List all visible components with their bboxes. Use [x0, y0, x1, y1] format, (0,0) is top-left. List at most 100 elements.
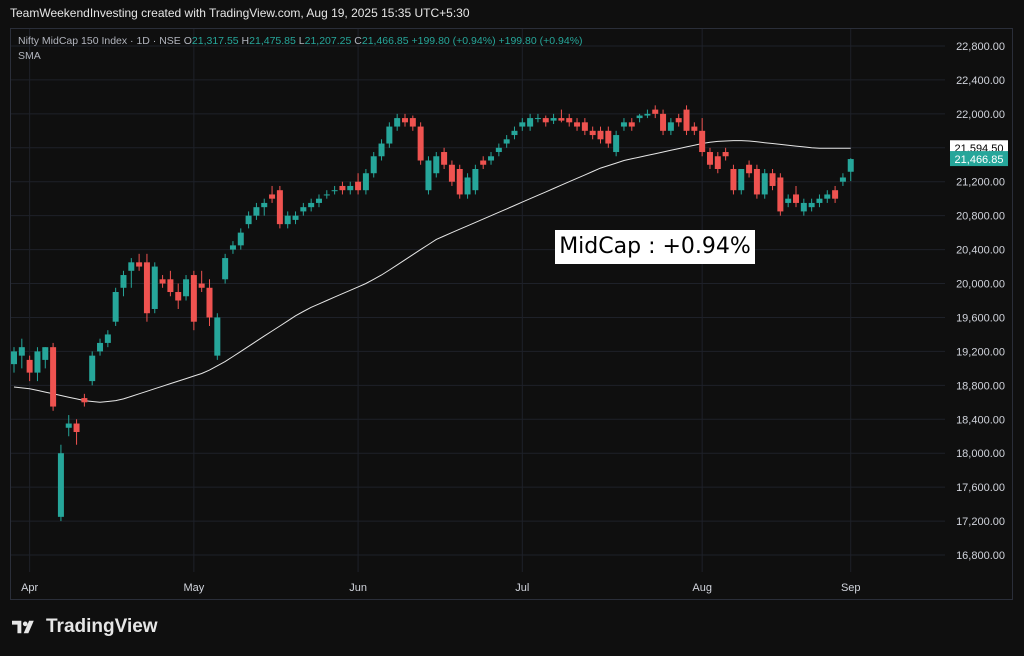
candle-body[interactable]: [722, 152, 729, 157]
candle-body[interactable]: [839, 177, 846, 182]
candle-body[interactable]: [495, 147, 502, 153]
tradingview-brand[interactable]: TradingView: [12, 616, 158, 638]
candle-body[interactable]: [613, 135, 620, 153]
candle-body[interactable]: [738, 168, 745, 191]
candle-body[interactable]: [198, 283, 205, 288]
candle-body[interactable]: [136, 262, 143, 267]
candle-body[interactable]: [519, 122, 526, 127]
candle-body[interactable]: [175, 292, 182, 301]
candle-body[interactable]: [128, 262, 135, 271]
candle-body[interactable]: [652, 109, 659, 114]
candle-body[interactable]: [339, 185, 346, 191]
candle-body[interactable]: [50, 347, 57, 407]
candle-body[interactable]: [793, 194, 799, 203]
candle-body[interactable]: [574, 122, 581, 127]
candle-body[interactable]: [355, 181, 362, 191]
candle-body[interactable]: [206, 287, 213, 318]
candle-body[interactable]: [832, 190, 839, 199]
candle-body[interactable]: [222, 258, 229, 280]
candle-body[interactable]: [824, 194, 831, 199]
candle-body[interactable]: [816, 198, 823, 203]
candle-body[interactable]: [636, 115, 643, 119]
candle-body[interactable]: [753, 168, 760, 195]
candle-body[interactable]: [276, 190, 283, 225]
candle-body[interactable]: [769, 173, 776, 186]
candle-body[interactable]: [425, 160, 432, 191]
candle-body[interactable]: [589, 130, 596, 136]
legend-indicator-sma[interactable]: SMA: [18, 50, 41, 62]
candle-body[interactable]: [190, 275, 197, 322]
candle-body[interactable]: [97, 342, 104, 352]
candle-body[interactable]: [409, 118, 416, 127]
candle-body[interactable]: [104, 334, 111, 343]
candle-body[interactable]: [261, 202, 268, 208]
candle-body[interactable]: [183, 279, 190, 297]
candle-body[interactable]: [660, 113, 667, 131]
candle-body[interactable]: [691, 126, 698, 131]
candle-body[interactable]: [785, 198, 792, 203]
candle-body[interactable]: [151, 266, 158, 309]
candle-body[interactable]: [331, 190, 338, 192]
candle-body[interactable]: [34, 351, 41, 373]
candle-body[interactable]: [292, 215, 299, 220]
candle-body[interactable]: [456, 168, 463, 195]
candle-body[interactable]: [808, 202, 815, 208]
candle-body[interactable]: [777, 177, 784, 212]
candle-body[interactable]: [464, 177, 471, 195]
candle-body[interactable]: [284, 215, 291, 225]
candle-body[interactable]: [448, 164, 455, 182]
annotation-label[interactable]: MidCap : +0.94%: [555, 230, 755, 264]
candle-body[interactable]: [433, 156, 440, 174]
candle-body[interactable]: [706, 152, 713, 165]
candle-body[interactable]: [605, 130, 612, 144]
candle-body[interactable]: [534, 118, 541, 120]
candle-body[interactable]: [558, 118, 565, 121]
candle-body[interactable]: [245, 215, 252, 225]
candle-body[interactable]: [566, 118, 573, 123]
candle-body[interactable]: [269, 194, 276, 199]
candle-body[interactable]: [81, 398, 88, 403]
candle-body[interactable]: [667, 122, 674, 131]
candle-body[interactable]: [597, 130, 604, 140]
candle-body[interactable]: [542, 118, 549, 123]
candle-body[interactable]: [378, 143, 385, 157]
candle-body[interactable]: [229, 245, 236, 250]
candle-body[interactable]: [714, 156, 721, 169]
candle-body[interactable]: [57, 453, 64, 517]
candle-body[interactable]: [620, 122, 627, 127]
candle-body[interactable]: [550, 118, 557, 121]
candle-body[interactable]: [581, 122, 588, 131]
chart-frame[interactable]: [10, 28, 1013, 600]
candle-body[interactable]: [143, 262, 150, 314]
candle-body[interactable]: [761, 173, 768, 195]
candle-body[interactable]: [503, 139, 510, 144]
candle-body[interactable]: [417, 126, 424, 161]
candle-body[interactable]: [11, 351, 17, 365]
candle-body[interactable]: [730, 168, 737, 191]
candle-body[interactable]: [237, 232, 244, 246]
candle-body[interactable]: [683, 109, 690, 131]
candle-body[interactable]: [511, 130, 518, 136]
candle-body[interactable]: [167, 279, 174, 293]
candle-body[interactable]: [73, 423, 80, 433]
candle-body[interactable]: [746, 164, 753, 174]
candle-body[interactable]: [65, 423, 72, 428]
candle-body[interactable]: [441, 152, 448, 165]
candle-body[interactable]: [699, 130, 706, 153]
candle-body[interactable]: [347, 185, 354, 191]
candle-body[interactable]: [644, 113, 651, 116]
candle-body[interactable]: [527, 118, 534, 127]
candle-body[interactable]: [300, 207, 307, 212]
candle-body[interactable]: [362, 173, 369, 191]
candle-body[interactable]: [214, 317, 221, 356]
candle-body[interactable]: [308, 202, 315, 208]
candle-body[interactable]: [18, 347, 25, 356]
candle-body[interactable]: [488, 156, 495, 161]
candle-body[interactable]: [42, 347, 49, 360]
candle-body[interactable]: [26, 359, 33, 373]
candle-body[interactable]: [394, 118, 401, 127]
candle-body[interactable]: [402, 118, 408, 123]
candle-body[interactable]: [120, 275, 127, 288]
candle-body[interactable]: [112, 292, 119, 322]
